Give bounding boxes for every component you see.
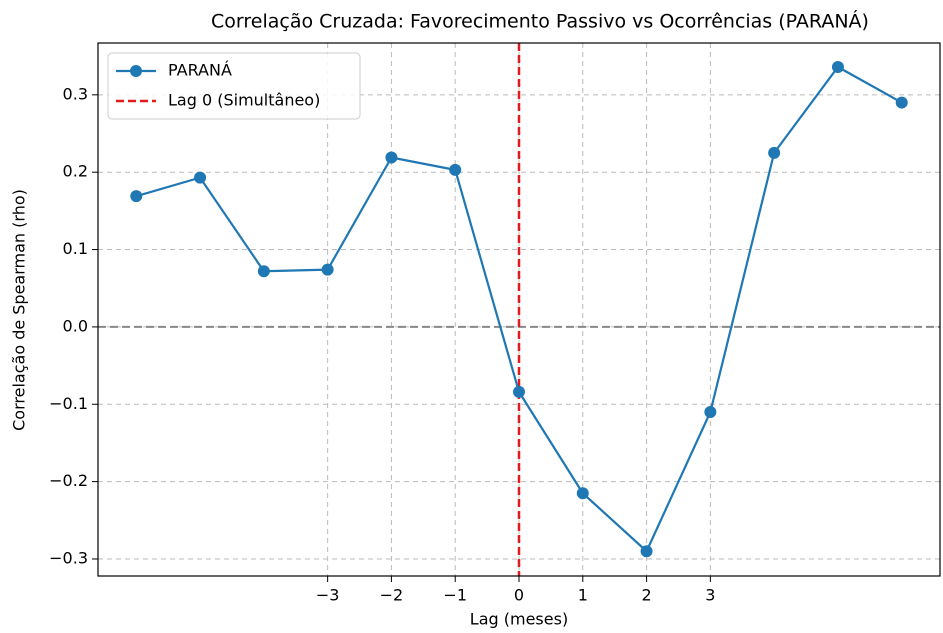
y-tick-label: −0.1	[49, 394, 88, 413]
y-axis-label: Correlação de Spearman (rho)	[10, 189, 29, 431]
y-tick-label: 0.3	[63, 84, 88, 103]
data-point	[513, 385, 525, 398]
legend-label: Lag 0 (Simultâneo)	[168, 91, 320, 110]
data-point	[385, 151, 398, 164]
x-axis-label: Lag (meses)	[470, 610, 568, 629]
data-point	[257, 265, 270, 278]
data-point	[321, 263, 334, 276]
data-point	[704, 406, 717, 418]
data-point	[831, 60, 844, 73]
legend-box	[107, 52, 361, 120]
data-point	[640, 545, 653, 558]
y-tick-label: 0.0	[63, 316, 88, 335]
x-tick-label: 1	[578, 586, 588, 605]
data-point	[895, 96, 908, 109]
plot-frame	[97, 42, 941, 577]
legend-marker	[130, 65, 142, 77]
y-tick-label: −0.2	[49, 471, 88, 490]
data-point	[194, 171, 207, 184]
y-tick-label: −0.3	[49, 548, 88, 567]
x-tick-label: −2	[380, 586, 404, 605]
y-tick-label: 0.2	[63, 162, 88, 181]
data-point	[449, 163, 462, 176]
data-point	[130, 190, 143, 203]
x-tick-label: 3	[705, 586, 715, 605]
chart-title: Correlação Cruzada: Favorecimento Passiv…	[211, 10, 869, 33]
y-tick-label: 0.1	[63, 239, 88, 258]
data-point	[576, 487, 589, 500]
data-point	[768, 146, 781, 159]
legend: PARANÁ Lag 0 (Simultâneo)	[107, 52, 361, 120]
x-tick-label: 2	[641, 586, 651, 605]
x-tick-label: −1	[443, 586, 467, 605]
legend-label: PARANÁ	[168, 61, 232, 80]
x-tick-label: −3	[316, 586, 340, 605]
x-tick-label: 0	[514, 586, 524, 605]
